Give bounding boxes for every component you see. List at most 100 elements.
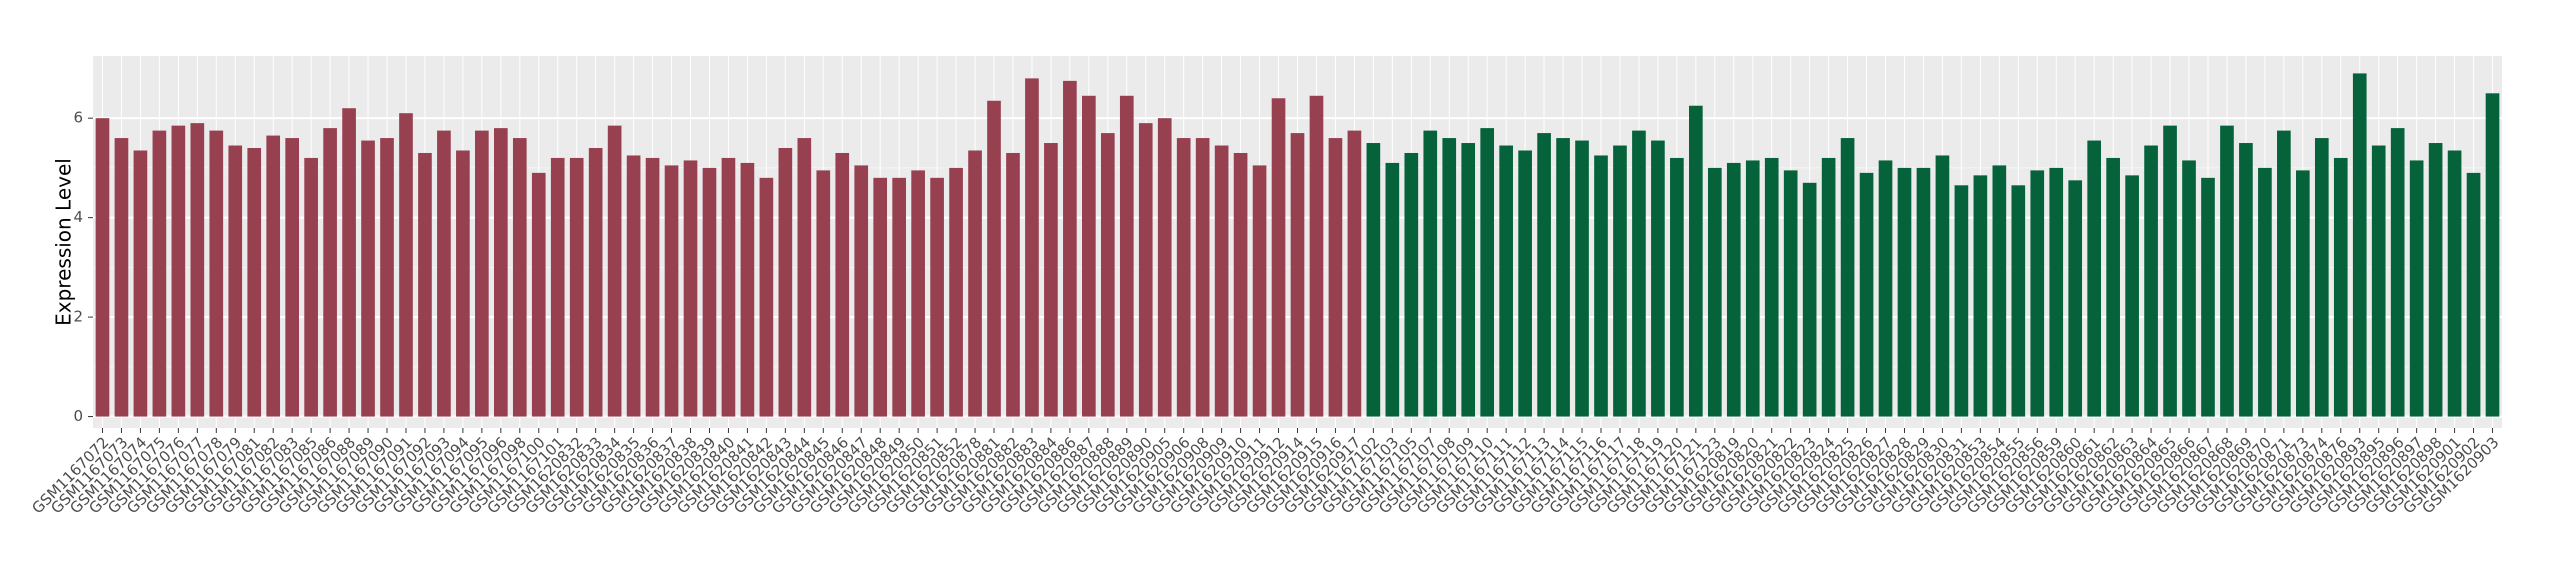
bar (1745, 160, 1760, 417)
bar (854, 165, 869, 417)
bar (361, 140, 375, 417)
bar (1025, 78, 1039, 417)
bar (1935, 155, 1950, 417)
bar (626, 155, 641, 417)
bar (930, 177, 944, 417)
bar (399, 113, 413, 417)
bar (2466, 172, 2481, 417)
bar (2277, 130, 2291, 417)
bar (1347, 130, 1362, 417)
bar (2106, 157, 2120, 417)
bar (1157, 118, 1172, 417)
bar (892, 177, 906, 417)
bar (607, 125, 622, 417)
bar (1252, 165, 1267, 417)
bar (1328, 138, 1343, 417)
bar (285, 138, 299, 417)
bar (2125, 175, 2139, 417)
bar (2201, 177, 2215, 417)
y-tick-label: 2 (73, 308, 83, 326)
bar (645, 157, 660, 417)
y-tick-label: 6 (73, 109, 83, 127)
bar (1119, 95, 1134, 417)
bar (1726, 162, 1741, 417)
bar (721, 157, 736, 417)
bar (1423, 130, 1438, 417)
bar (1195, 138, 1210, 417)
bar (2428, 143, 2443, 417)
bar (493, 128, 508, 417)
bar (1707, 167, 1722, 417)
bar (437, 130, 451, 417)
bar (1499, 145, 1513, 417)
bar (1670, 157, 1684, 417)
bar (2087, 140, 2102, 417)
bar (1916, 167, 1931, 417)
bar (2314, 138, 2329, 417)
bar (2390, 128, 2405, 417)
bar (475, 130, 489, 417)
bar (968, 150, 982, 417)
bar (1859, 172, 1874, 417)
bar (1442, 138, 1457, 417)
bar (1214, 145, 1229, 417)
bar (95, 118, 110, 417)
bar (171, 125, 186, 417)
bar (1802, 182, 1817, 417)
bar (778, 148, 793, 417)
bar (1404, 152, 1419, 417)
bar (759, 177, 774, 417)
bar (1764, 157, 1779, 417)
bar (2447, 150, 2462, 417)
bar (190, 123, 205, 417)
bar (2371, 145, 2386, 417)
bar (1992, 165, 2007, 417)
bar (247, 148, 262, 417)
bar (1897, 167, 1912, 417)
bar (380, 138, 394, 417)
bar (2352, 73, 2367, 417)
y-tick-label: 4 (73, 208, 83, 226)
bar (114, 138, 129, 417)
bar (1689, 105, 1703, 417)
bar (2409, 160, 2424, 417)
bar (873, 177, 888, 417)
bar (1575, 140, 1589, 417)
bar (2182, 160, 2196, 417)
bar (1556, 138, 1570, 417)
bar (664, 165, 679, 417)
bar (323, 128, 337, 417)
bar (702, 167, 717, 417)
bar (911, 170, 925, 417)
bar (133, 150, 148, 417)
y-tick-label: 0 (73, 407, 83, 425)
bar (1821, 157, 1836, 417)
bar (1840, 138, 1855, 417)
bar (1651, 140, 1665, 417)
bar (1233, 152, 1248, 417)
bar (2333, 157, 2348, 417)
bar (1290, 133, 1305, 417)
bar (152, 130, 167, 417)
bar (418, 152, 432, 417)
y-axis-title: Expression Level (52, 158, 76, 326)
bar (1366, 143, 1381, 417)
bar (304, 157, 318, 417)
bar (1954, 185, 1969, 417)
bar (835, 152, 850, 417)
bar (266, 135, 281, 417)
bar (2163, 125, 2177, 417)
bar (1613, 145, 1627, 417)
bar (740, 162, 755, 417)
bar (683, 160, 698, 417)
bar (1063, 80, 1077, 417)
bar (569, 157, 584, 417)
bar (1973, 175, 1988, 417)
bar (2068, 180, 2083, 417)
bar (1385, 162, 1400, 417)
bar (949, 167, 963, 417)
bar (2239, 143, 2253, 417)
bar (1176, 138, 1191, 417)
bar (1309, 95, 1324, 417)
